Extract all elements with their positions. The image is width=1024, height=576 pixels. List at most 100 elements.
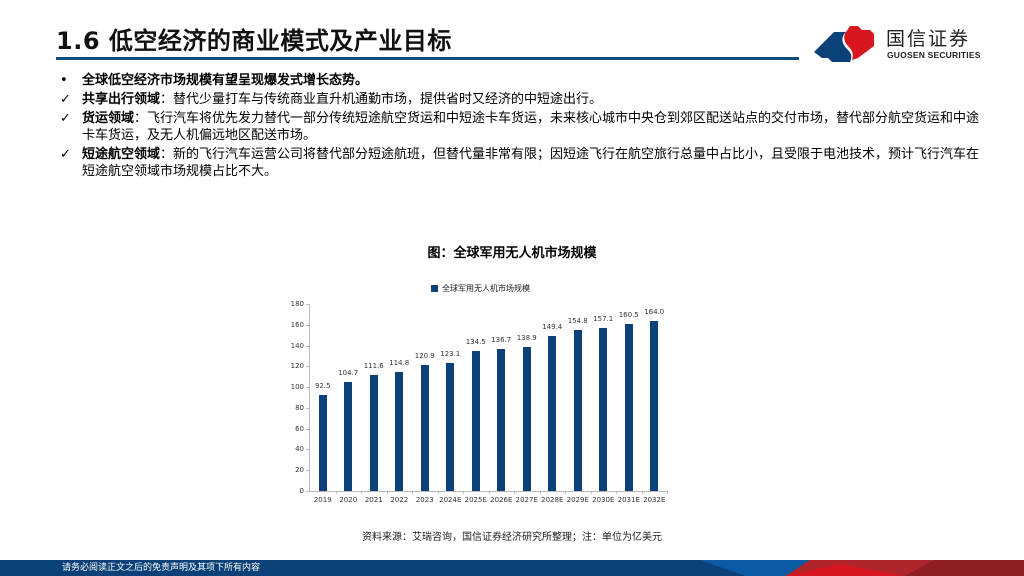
y-tick-label: 40 (295, 445, 304, 454)
bar-value-label: 160.5 (618, 311, 639, 320)
bar (573, 330, 582, 491)
y-tick-label: 100 (290, 383, 304, 392)
page-title: 1.6 低空经济的商业模式及产业目标 (56, 27, 452, 55)
checkmark-icon: ✓ (60, 92, 71, 107)
y-tick-mark (306, 345, 309, 347)
bar-value-label: 120.9 (414, 352, 435, 361)
bar (624, 324, 633, 491)
bar-value-label: 149.4 (542, 322, 563, 331)
bar-value-label: 157.1 (593, 314, 614, 323)
y-tick-mark (306, 407, 309, 409)
bar (446, 363, 455, 491)
x-tick-label: 2029E (566, 496, 589, 504)
x-tick-mark (361, 491, 362, 494)
x-tick-label: 2027E (515, 496, 538, 504)
checkmark-icon: ✓ (60, 111, 71, 126)
chart-legend: 全球军用无人机市场规模 (431, 283, 530, 294)
x-tick-mark (539, 491, 541, 494)
x-tick-label: 2021 (364, 496, 383, 504)
bar-chart: 0 20 40 60 80 100 120 140 160 180 92.5 2019 104.7 202… (280, 296, 680, 510)
bar-value-label: 134.5 (465, 338, 486, 347)
y-tick-label: 60 (295, 424, 304, 433)
bullet-text: ：新的飞行汽车运营公司将替代部分短途航班，但替代量非常有限；因短途飞行在航空旅行… (82, 147, 980, 179)
x-tick-mark (463, 491, 464, 494)
x-tick-label: 2019 (313, 496, 332, 504)
bar (471, 351, 480, 491)
legend-swatch-icon (431, 285, 438, 292)
x-tick-label: 2023 (415, 496, 434, 504)
source-note: 资料来源：艾瑞咨询，国信证券经济研究所整理；注：单位为亿美元 (362, 532, 662, 543)
x-tick-label: 2026E (490, 496, 513, 504)
bar-value-label: 114.8 (389, 358, 410, 367)
legend-label: 全球军用无人机市场规模 (442, 284, 530, 293)
x-tick-mark (514, 491, 515, 494)
x-tick-label: 2031E (617, 496, 640, 504)
x-tick-mark (335, 491, 337, 494)
title-divider (56, 57, 799, 60)
bar-value-label: 104.7 (338, 369, 359, 378)
logo-name-cn: 国信证券 (886, 28, 971, 50)
bar-value-label: 136.7 (491, 335, 512, 344)
footer-disclaimer: 请务必阅读正文之后的免责声明及其项下所有内容 (62, 563, 261, 573)
y-tick-mark (306, 324, 309, 326)
x-tick-mark (437, 491, 439, 494)
x-tick-mark (488, 491, 490, 494)
bullet-lead: 短途航空领域 (82, 147, 161, 162)
y-tick-label: 140 (290, 341, 304, 350)
bar-value-label: 154.8 (567, 317, 588, 326)
bullet-list: • 全球低空经济市场规模有望呈现爆发式增长态势。 ✓ 共享出行领域：替代少量打车… (60, 72, 980, 182)
x-tick-mark (565, 491, 566, 494)
bullet-item: • 全球低空经济市场规模有望呈现爆发式增长态势。 (60, 72, 980, 89)
y-tick-mark (306, 366, 309, 368)
x-tick-mark (667, 491, 668, 494)
x-tick-mark (386, 491, 388, 494)
bar-value-label: 164.0 (644, 307, 665, 316)
x-tick-mark (590, 491, 592, 494)
chart-title: 图：全球军用无人机市场规模 (427, 246, 597, 261)
bar (318, 394, 327, 491)
bullet-text: ：飞行汽车将优先发力替代一部分传统短途航空货运和中短途卡车货运，未来核心城市中央… (82, 111, 980, 143)
bullet-text: ：替代少量打车与传统商业直升机通勤市场，提供省时又经济的中短途出行。 (160, 92, 603, 107)
x-tick-label: 2020 (339, 496, 358, 504)
bullet-item: ✓ 短途航空领域：新的飞行汽车运营公司将替代部分短途航班，但替代量非常有限；因短… (60, 146, 980, 180)
bar (395, 371, 404, 491)
bar (497, 348, 506, 491)
x-tick-mark (412, 491, 413, 494)
bar (522, 346, 531, 491)
guosen-logo: 国信证券 GUOSEN SECURITIES (812, 18, 1012, 64)
y-tick-mark (306, 428, 309, 430)
y-tick-mark (306, 449, 309, 451)
y-tick-mark (306, 387, 309, 389)
bullet-item: ✓ 货运领域：飞行汽车将优先发力替代一部分传统短途航空货运和中短途卡车货运，未来… (60, 110, 980, 144)
bullet-lead: 全球低空经济市场规模有望呈现爆发式增长态势。 (82, 73, 369, 88)
bullet-item: ✓ 共享出行领域：替代少量打车与传统商业直升机通勤市场，提供省时又经济的中短途出… (60, 91, 980, 108)
bar (548, 335, 557, 491)
x-tick-label: 2025E (464, 496, 487, 504)
guosen-logo-icon (814, 26, 874, 62)
x-tick-label: 2028E (541, 496, 564, 504)
y-tick-label: 180 (290, 300, 304, 308)
y-tick-label: 80 (295, 403, 304, 412)
x-tick-mark (641, 491, 643, 494)
footer-bar: 请务必阅读正文之后的免责声明及其项下所有内容 (0, 560, 1024, 576)
x-tick-label: 2024E (439, 496, 462, 504)
bullet-lead: 货运领域 (82, 111, 135, 126)
y-tick-mark (306, 304, 309, 305)
y-axis (309, 304, 310, 492)
x-axis (309, 491, 667, 492)
logo-name-en: GUOSEN SECURITIES (887, 50, 981, 60)
bar-value-label: 138.9 (516, 333, 537, 342)
bar (344, 382, 353, 491)
footer-decoration (700, 560, 1024, 576)
bullet-dot-icon: • (60, 73, 68, 88)
bullet-lead: 共享出行领域 (82, 92, 161, 107)
bar-value-label: 123.1 (440, 350, 461, 359)
bar-value-label: 92.5 (314, 381, 331, 390)
y-tick-label: 160 (290, 320, 304, 329)
y-tick-mark (306, 491, 309, 492)
y-tick-label: 120 (290, 362, 304, 371)
bar (369, 375, 378, 491)
bar (650, 320, 659, 491)
x-tick-label: 2030E (592, 496, 615, 504)
bar (599, 327, 608, 491)
